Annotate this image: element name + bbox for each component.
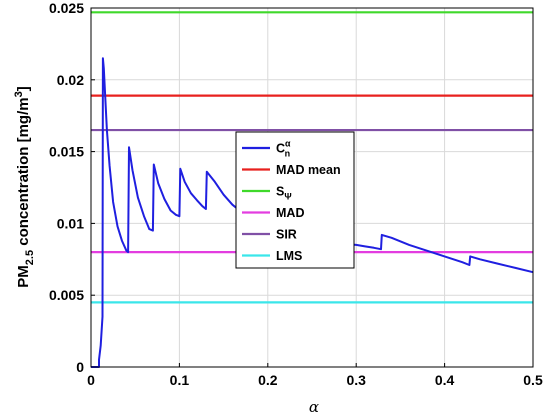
- x-tick-label: 0.4: [435, 372, 455, 388]
- y-axis-title-suffix: concentration [mg/m: [15, 97, 32, 250]
- x-tick-label: 0: [87, 372, 95, 388]
- legend: Cα n MAD mean SΨ MAD SIR LMS: [235, 131, 355, 269]
- x-tick-label: 0.2: [258, 372, 278, 388]
- legend-label-sir: SIR: [276, 228, 297, 242]
- y-axis-title-subscript: 2.5: [24, 250, 36, 265]
- y-tick-label: 0.01: [57, 215, 84, 231]
- y-tick-label: 0.025: [49, 0, 84, 16]
- y-axis-title-superscript: 3: [13, 91, 25, 97]
- x-tick-label: 0.5: [523, 372, 543, 388]
- legend-label-lms: LMS: [276, 249, 302, 263]
- x-tick-label: 0.1: [170, 372, 190, 388]
- y-axis-title: PM2.5 concentration [mg/m3]: [13, 86, 36, 287]
- series-line-cn: [91, 57, 534, 368]
- legend-label-mad: MAD: [276, 206, 304, 220]
- y-tick-label: 0: [76, 359, 84, 375]
- y-tick-label: 0.015: [49, 144, 84, 160]
- x-axis-title: α: [309, 398, 319, 416]
- y-tick-label: 0.005: [49, 287, 84, 303]
- legend-box: [235, 131, 355, 269]
- legend-label-s-psi: SΨ: [276, 185, 292, 202]
- series-layer: [91, 11, 534, 368]
- plot-frame: [90, 7, 534, 368]
- x-tick-label: 0.3: [346, 372, 366, 388]
- axis-ticks: 0 0.1 0.2 0.3 0.4 0.5 0 0.005 0.01 0.015 0.02 0.025: [49, 0, 543, 388]
- y-axis-title-prefix: PM: [15, 265, 32, 288]
- legend-label-cn: Cα n: [276, 139, 291, 159]
- legend-label-mad-mean: MAD mean: [276, 163, 341, 177]
- y-axis-title-end: ]: [15, 86, 32, 91]
- y-tick-label: 0.02: [57, 72, 84, 88]
